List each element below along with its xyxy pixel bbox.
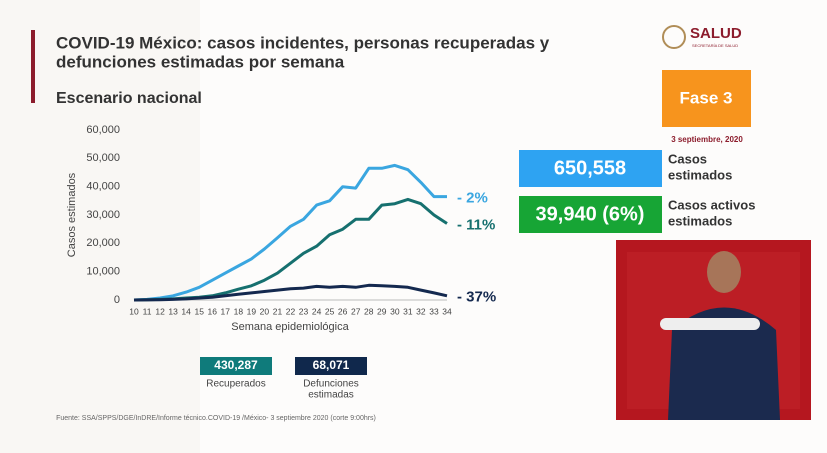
phase-box	[662, 70, 751, 127]
y-axis-label: Casos estimados	[66, 172, 78, 257]
stat-value: 650,558	[554, 157, 626, 179]
stat-box	[519, 150, 662, 187]
stat-value: 39,940 (6%)	[536, 203, 645, 225]
x-tick-label: 23	[299, 306, 309, 316]
stat-label: estimados	[668, 167, 732, 182]
x-tick-label: 32	[416, 306, 426, 316]
x-tick-label: 26	[338, 306, 348, 316]
x-tick-label: 16	[208, 306, 218, 316]
x-tick-label: 34	[442, 306, 452, 316]
subtitle: Escenario nacional	[56, 90, 202, 107]
stat-label: Casos activos	[668, 197, 755, 212]
logo-emblem	[662, 25, 686, 49]
x-tick-label: 21	[273, 306, 283, 316]
summary-value: 68,071	[313, 358, 350, 372]
interpreter-arms	[660, 318, 760, 330]
x-tick-label: 18	[234, 306, 244, 316]
summary-value: 430,287	[214, 358, 258, 372]
title-line: defunciones estimadas por semana	[56, 52, 345, 71]
y-tick-label: 30,000	[86, 209, 120, 221]
x-tick-label: 27	[351, 306, 361, 316]
series-line	[133, 163, 447, 302]
interpreter-body	[668, 307, 780, 420]
y-tick-label: 20,000	[86, 237, 120, 249]
summary-label: estimadas	[308, 390, 354, 401]
x-tick-label: 15	[194, 306, 204, 316]
x-tick-label: 29	[377, 306, 387, 316]
summary-box	[295, 357, 367, 375]
logo-tagline: SECRETARÍA DE SALUD	[692, 43, 738, 48]
x-tick-label: 31	[403, 306, 413, 316]
x-tick-label: 30	[390, 306, 400, 316]
x-tick-label: 12	[155, 306, 165, 316]
stat-label: Casos	[668, 151, 707, 166]
y-tick-label: 0	[114, 294, 120, 306]
x-tick-label: 25	[325, 306, 335, 316]
summary-label: Defunciones	[303, 379, 359, 390]
series-line	[133, 283, 448, 302]
y-tick-label: 10,000	[86, 266, 120, 278]
y-tick-label: 50,000	[86, 152, 120, 164]
y-tick-label: 40,000	[86, 181, 120, 193]
interpreter-head	[707, 251, 741, 293]
phase-date: 3 septiembre, 2020	[671, 135, 743, 144]
series-end-label: - 37%	[457, 289, 496, 306]
x-tick-label: 11	[143, 306, 152, 316]
series-end-label: - 11%	[457, 216, 495, 233]
x-tick-label: 33	[429, 306, 439, 316]
x-tick-label: 19	[247, 306, 257, 316]
title-line: COVID-19 México: casos incidentes, perso…	[56, 33, 550, 52]
x-axis-label: Semana epidemiológica	[231, 321, 349, 333]
summary-label: Recuperados	[206, 379, 265, 390]
logo-name: SALUD	[690, 25, 742, 42]
stat-box	[519, 196, 662, 233]
footer-source: Fuente: SSA/SPPS/DGE/InDRE/Informe técni…	[56, 415, 376, 422]
x-tick-label: 14	[181, 306, 191, 316]
accent-bar	[31, 30, 35, 103]
x-tick-label: 10	[129, 306, 139, 316]
x-tick-label: 22	[286, 306, 296, 316]
x-tick-label: 28	[364, 306, 374, 316]
summary-box	[200, 357, 272, 375]
series-end-label: - 2%	[457, 190, 488, 207]
x-tick-label: 17	[221, 306, 231, 316]
y-tick-label: 60,000	[86, 124, 120, 136]
x-tick-label: 20	[260, 306, 270, 316]
x-tick-label: 13	[168, 306, 178, 316]
phase-label: Fase 3	[680, 88, 733, 107]
x-tick-label: 24	[312, 306, 322, 316]
stat-label: estimados	[668, 213, 732, 228]
